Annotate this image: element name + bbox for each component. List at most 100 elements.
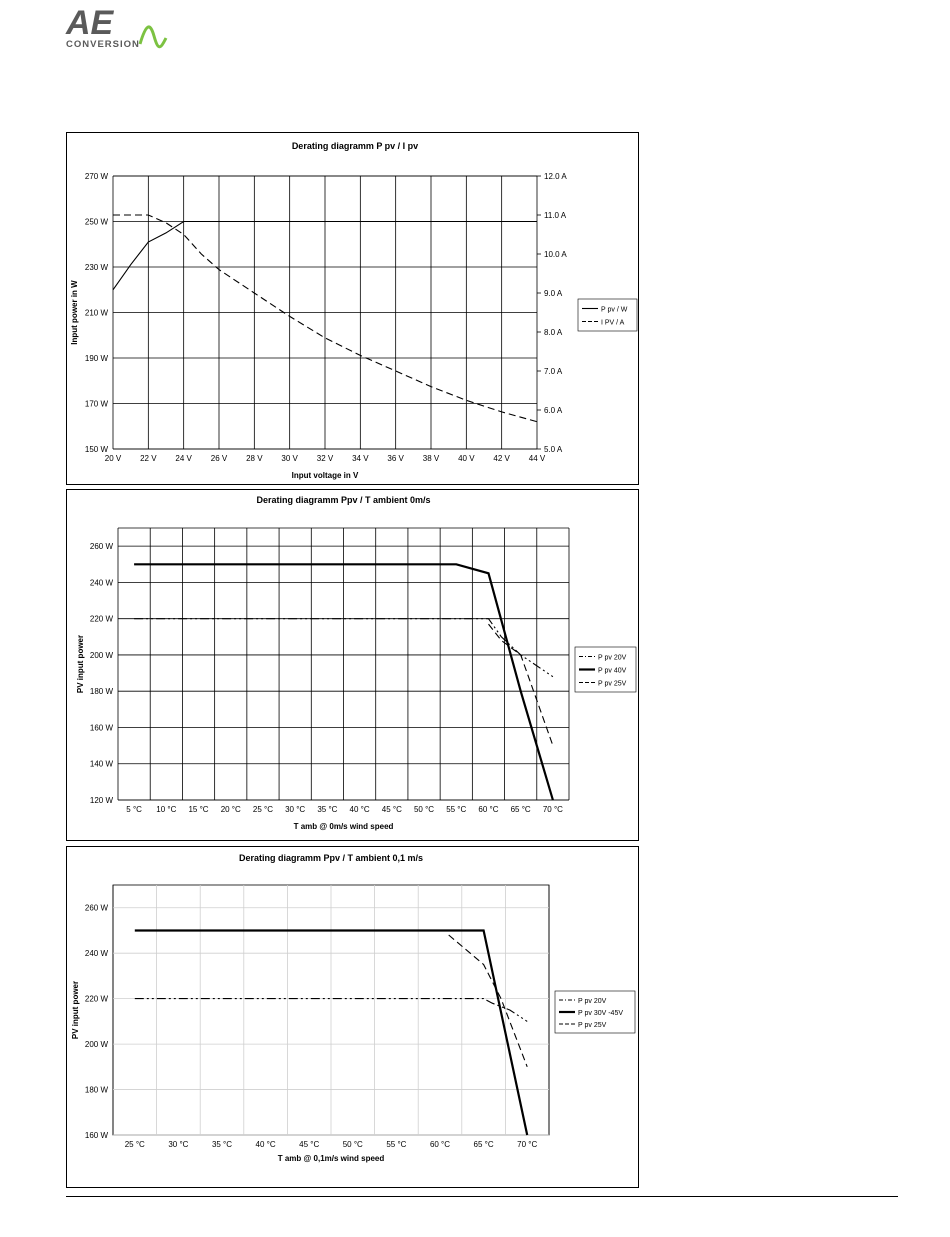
legend-label: P pv 20V (578, 998, 607, 1005)
x-axis-label: T amb @ 0,1m/s wind speed (278, 1154, 385, 1163)
y-tick-label: 260 W (90, 542, 114, 551)
y-tick-label: 210 W (85, 309, 109, 318)
x-axis-label: Input voltage in V (292, 471, 359, 480)
chart-3-svg: 160 W 180 W 200 W 220 W 240 W 260 W 25 °C 30 °C… (71, 853, 636, 1163)
legend-label: P pv 30V -45V (578, 1010, 623, 1017)
y-tick-label: 190 W (85, 354, 109, 363)
chart-pv-current-derating: 150 W 170 W 190 W 210 W 230 W 250 W 270 W 20 V 2… (66, 132, 639, 485)
x-tick-label: 10 °C (156, 805, 176, 814)
y-tick-label: 270 W (85, 172, 109, 181)
x-tick-label: 70 °C (517, 1140, 537, 1149)
company-logo: AE Conversion (64, 4, 174, 56)
series-line-i-pv-a (113, 214, 538, 423)
legend-label: P pv 25V (578, 1022, 607, 1029)
x-tick-label: 65 °C (474, 1140, 494, 1149)
x-tick-label: 28 V (246, 454, 263, 463)
y2-tick-label: 11.0 A (544, 211, 567, 220)
y-tick-label: 180 W (85, 1086, 109, 1095)
y-tick-label: 180 W (90, 687, 114, 696)
series-line-p-pv-20v (134, 618, 554, 678)
y2-tick-label: 5.0 A (544, 445, 563, 454)
series-line-p-pv-30v-45v (134, 929, 529, 1136)
x-tick-label: 45 °C (382, 805, 402, 814)
y-tick-label: 220 W (85, 995, 109, 1004)
y-tick-label: 250 W (85, 218, 109, 227)
series-line-p-pv-w (112, 220, 537, 291)
logo-letters: AE (65, 4, 115, 42)
x-tick-label: 26 V (211, 454, 228, 463)
x-tick-label: 40 V (458, 454, 475, 463)
legend-label: P pv 25V (598, 681, 627, 688)
x-tick-label: 38 V (423, 454, 440, 463)
x-tick-label: 44 V (529, 454, 546, 463)
x-tick-label: 25 °C (253, 805, 273, 814)
x-tick-label: 30 V (281, 454, 298, 463)
legend-label: I PV / A (601, 320, 625, 327)
x-tick-label: 35 °C (212, 1140, 232, 1149)
y-tick-label: 240 W (85, 949, 109, 958)
series-line-p-pv-40v (134, 563, 554, 801)
y-tick-label: 260 W (85, 904, 109, 913)
x-tick-label: 20 °C (221, 805, 241, 814)
y-tick-label: 230 W (85, 263, 109, 272)
x-tick-label: 15 °C (188, 805, 208, 814)
x-tick-label: 25 °C (125, 1140, 145, 1149)
y2-tick-label: 7.0 A (544, 367, 563, 376)
y-axis-label: Input power in W (70, 280, 79, 345)
x-tick-label: 65 °C (511, 805, 531, 814)
x-tick-label: 55 °C (446, 805, 466, 814)
x-tick-label: 70 °C (543, 805, 563, 814)
y-axis-label: PV input power (76, 635, 85, 693)
y2-tick-label: 6.0 A (544, 406, 563, 415)
y-tick-label: 160 W (90, 723, 114, 732)
y-tick-label: 170 W (85, 400, 109, 409)
y-tick-label: 140 W (90, 760, 114, 769)
y-tick-label: 120 W (90, 796, 114, 805)
legend-box (577, 298, 638, 332)
y-axis-label: PV input power (71, 981, 80, 1039)
y-tick-label: 220 W (90, 615, 114, 624)
x-axis-label: T amb @ 0m/s wind speed (294, 822, 394, 831)
series-line-p-pv-20v (134, 998, 528, 1022)
x-tick-label: 32 V (317, 454, 334, 463)
y-tick-label: 240 W (90, 578, 114, 587)
x-tick-label: 30 °C (285, 805, 305, 814)
x-tick-label: 5 °C (126, 805, 142, 814)
legend-label: P pv 40V (598, 668, 627, 675)
logo-subtitle: Conversion (66, 39, 140, 50)
y2-tick-label: 10.0 A (544, 250, 567, 259)
footer-divider (66, 1196, 898, 1197)
x-tick-label: 35 °C (317, 805, 337, 814)
y2-tick-label: 9.0 A (544, 289, 563, 298)
chart-title: Derating diagramm Ppv / T ambient 0,1 m/… (239, 853, 423, 863)
chart-temp-derating-01ms: 160 W 180 W 200 W 220 W 240 W 260 W 25 °C 30 °C… (66, 846, 639, 1188)
x-tick-label: 55 °C (386, 1140, 406, 1149)
x-tick-label: 34 V (352, 454, 369, 463)
x-tick-label: 60 °C (478, 805, 498, 814)
x-tick-label: 45 °C (299, 1140, 319, 1149)
x-tick-label: 24 V (175, 454, 192, 463)
legend-label: P pv / W (601, 307, 628, 314)
x-tick-label: 22 V (140, 454, 157, 463)
x-tick-label: 50 °C (414, 805, 434, 814)
y-tick-label: 150 W (85, 445, 109, 454)
y2-tick-label: 12.0 A (544, 172, 567, 181)
series-line-p-pv-25v (488, 623, 554, 746)
chart-title: Derating diagramm Ppv / T ambient 0m/s (256, 495, 430, 505)
chart-title: Derating diagramm P pv / I pv (292, 141, 418, 151)
y2-tick-label: 8.0 A (544, 328, 563, 337)
chart-temp-derating-0ms: 120 W 140 W 160 W 180 W 200 W 220 W 240 W 260 W… (66, 489, 639, 841)
chart-2-svg: 120 W 140 W 160 W 180 W 200 W 220 W 240 W 260 W… (76, 495, 637, 831)
series-line-p-pv-25v (448, 934, 528, 1067)
x-tick-label: 40 °C (350, 805, 370, 814)
x-tick-label: 40 °C (256, 1140, 276, 1149)
x-tick-label: 50 °C (343, 1140, 363, 1149)
y-tick-label: 160 W (85, 1131, 109, 1140)
chart-1-svg: 150 W 170 W 190 W 210 W 230 W 250 W 270 W 20 V 2… (70, 141, 638, 480)
y-tick-label: 200 W (85, 1040, 109, 1049)
legend-label: P pv 20V (598, 655, 627, 662)
x-tick-label: 36 V (387, 454, 404, 463)
x-tick-label: 30 °C (168, 1140, 188, 1149)
x-tick-label: 42 V (493, 454, 510, 463)
x-tick-label: 60 °C (430, 1140, 450, 1149)
